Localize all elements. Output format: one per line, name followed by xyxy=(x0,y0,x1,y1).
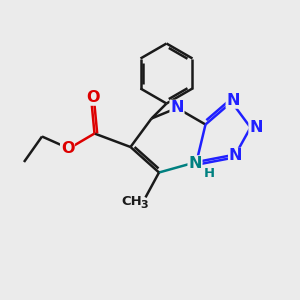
Text: 3: 3 xyxy=(140,200,148,211)
Text: CH: CH xyxy=(122,195,142,208)
Text: N: N xyxy=(188,156,202,171)
Text: N: N xyxy=(170,100,184,116)
Text: O: O xyxy=(61,141,74,156)
Text: O: O xyxy=(86,90,100,105)
Text: H: H xyxy=(203,167,215,180)
Text: N: N xyxy=(226,93,240,108)
Text: N: N xyxy=(229,148,242,164)
Text: N: N xyxy=(249,120,263,135)
